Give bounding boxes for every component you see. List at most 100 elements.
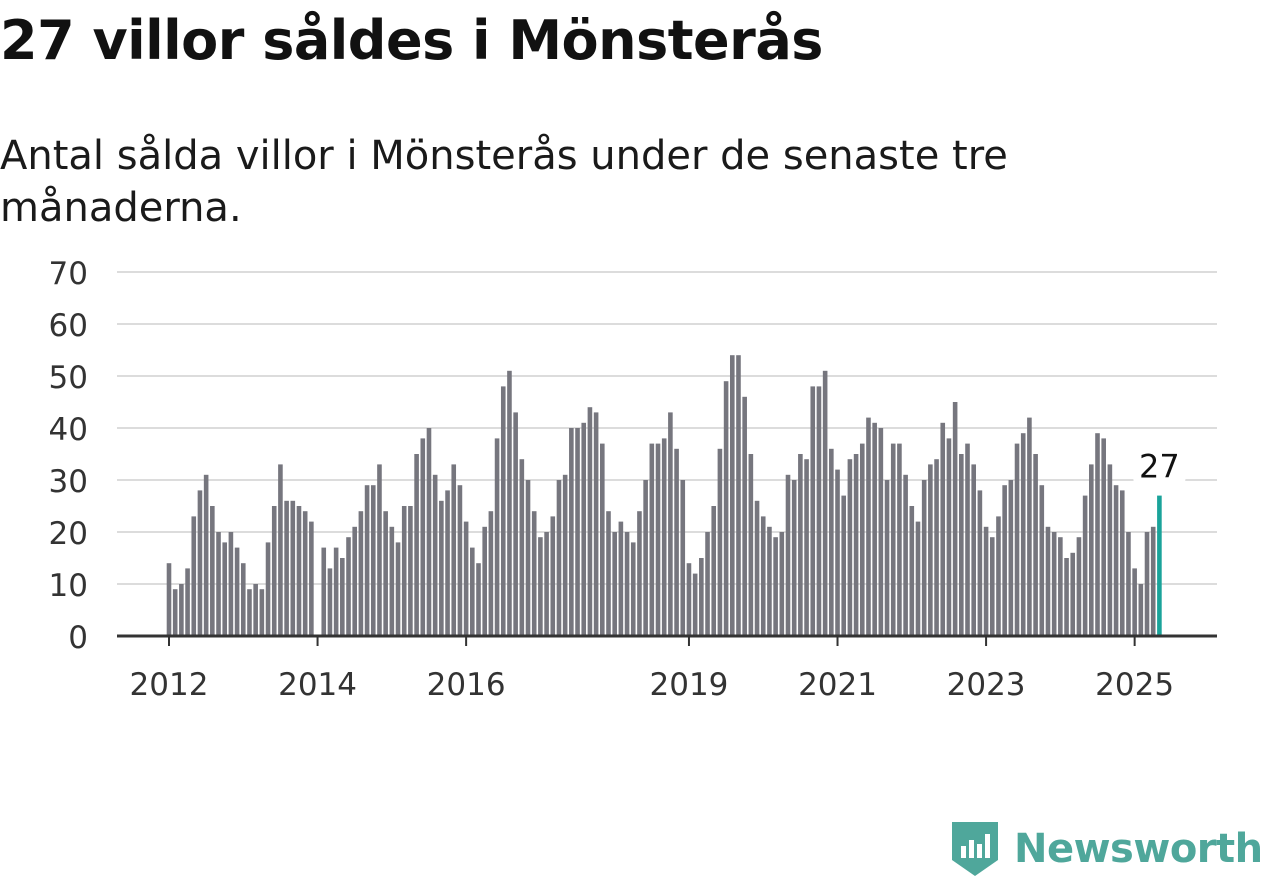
bar — [798, 454, 803, 636]
bar — [451, 464, 457, 636]
bar — [1051, 532, 1057, 636]
bar — [624, 532, 630, 636]
bar — [581, 422, 587, 636]
bar — [829, 448, 834, 636]
bar — [1045, 526, 1051, 636]
bar — [791, 480, 797, 636]
y-tick-label: 40 — [49, 412, 88, 448]
bar — [1113, 485, 1119, 636]
bar — [1027, 417, 1032, 636]
bar — [686, 563, 692, 636]
bar — [420, 438, 426, 636]
bar — [476, 563, 481, 636]
bar — [383, 511, 388, 636]
bar — [1058, 537, 1063, 636]
bar — [216, 532, 221, 636]
bar — [872, 422, 877, 636]
bars — [166, 355, 1162, 636]
bar — [748, 454, 754, 636]
x-tick-label: 2016 — [427, 667, 506, 703]
bar — [210, 506, 215, 636]
bar — [890, 443, 896, 636]
chart-subtitle: Antal sålda villor i Mönsterås under de … — [0, 133, 1008, 231]
bar — [593, 412, 599, 636]
bar — [482, 526, 487, 636]
bar — [259, 589, 265, 636]
bar — [1095, 433, 1100, 636]
bar — [550, 516, 556, 636]
bar — [1039, 485, 1045, 636]
bar — [692, 573, 698, 636]
y-tick-label: 70 — [49, 256, 88, 292]
bar — [1008, 480, 1014, 636]
bar — [278, 464, 283, 636]
bar — [661, 438, 667, 636]
bar — [166, 563, 172, 636]
bar — [971, 464, 976, 636]
bar — [1119, 490, 1125, 636]
bar — [1014, 443, 1020, 636]
bar — [909, 506, 915, 636]
bar — [228, 532, 234, 636]
bar — [754, 500, 760, 636]
bar — [1064, 558, 1069, 636]
bar-highlight — [1157, 495, 1162, 636]
bar — [1132, 568, 1137, 636]
bar — [785, 474, 791, 636]
bar — [507, 370, 512, 636]
bar — [612, 532, 617, 636]
bar — [538, 537, 543, 636]
bar — [457, 485, 463, 636]
bar — [463, 521, 469, 636]
bar — [655, 443, 661, 636]
bar — [847, 459, 853, 636]
bar — [544, 532, 549, 636]
data-label-latest: 27 — [1139, 448, 1180, 486]
bar — [240, 563, 246, 636]
bar — [172, 589, 178, 636]
bar — [247, 589, 252, 636]
bar — [989, 537, 995, 636]
bar — [723, 381, 729, 636]
bar — [1101, 438, 1106, 636]
bar — [977, 490, 983, 636]
bar — [767, 526, 772, 636]
bar — [302, 511, 308, 636]
bar — [884, 480, 890, 636]
bar — [364, 485, 370, 636]
x-tick-label: 2012 — [130, 667, 209, 703]
y-tick-label: 10 — [49, 568, 88, 604]
bar — [340, 558, 345, 636]
bar — [674, 448, 679, 636]
bar — [1138, 584, 1144, 636]
bar — [556, 480, 562, 636]
bar — [309, 521, 314, 636]
bar — [321, 547, 327, 636]
bar — [395, 542, 401, 636]
brand-name: Newsworthy — [1014, 826, 1262, 872]
bar — [760, 516, 766, 636]
bar — [265, 542, 271, 636]
bar — [903, 474, 908, 636]
bar — [1126, 532, 1131, 636]
y-tick-label: 50 — [49, 360, 88, 396]
bar — [1082, 495, 1088, 636]
bar — [928, 464, 933, 636]
y-tick-label: 60 — [49, 308, 88, 344]
bar — [736, 355, 741, 636]
bar — [358, 511, 364, 636]
bar — [513, 412, 518, 636]
bar — [222, 542, 228, 636]
bar — [296, 506, 302, 636]
bar — [290, 500, 296, 636]
bar — [191, 516, 197, 636]
bar — [1107, 464, 1113, 636]
bar — [1089, 464, 1094, 636]
bar — [253, 584, 258, 636]
bar — [742, 396, 747, 636]
bar — [488, 511, 494, 636]
bar — [637, 511, 642, 636]
bar — [680, 480, 686, 636]
bar — [618, 521, 624, 636]
